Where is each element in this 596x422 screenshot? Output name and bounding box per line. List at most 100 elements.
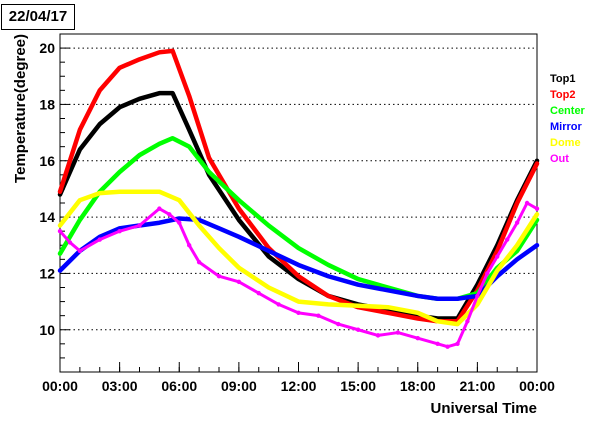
date-label: 22/04/17 (1, 4, 75, 30)
data-point (170, 49, 175, 53)
series-line-mirror (57, 216, 540, 302)
y-axis: 10 12 14 16 18 20 (39, 33, 70, 373)
data-point (475, 302, 480, 307)
series-line-top2 (57, 48, 540, 324)
data-point (58, 268, 62, 273)
x-axis-label: Universal Time (431, 400, 537, 417)
data-point (296, 246, 301, 250)
legend-entry-mirror: Mirror (550, 121, 583, 133)
x-tick-label: 18:00 (400, 378, 436, 394)
data-point (534, 206, 540, 211)
data-point (216, 274, 222, 279)
data-point (78, 147, 82, 152)
data-point (186, 243, 192, 248)
data-point (266, 285, 271, 290)
data-point (137, 189, 142, 194)
data-point (170, 136, 175, 141)
data-point (415, 316, 420, 321)
data-point (535, 161, 539, 166)
data-point (356, 277, 360, 281)
data-point (386, 288, 390, 293)
x-axis: 00:00 03:00 06:00 09:00 12:00 15:00 18:00 21:00… (42, 362, 555, 394)
data-point (58, 189, 62, 194)
data-point (316, 313, 321, 318)
data-point (326, 302, 331, 307)
data-point (355, 327, 361, 332)
data-point (296, 263, 301, 267)
data-point (78, 218, 82, 222)
data-point (326, 274, 331, 279)
data-point (117, 189, 122, 194)
series-line-top1 (57, 90, 540, 321)
data-point (167, 212, 172, 217)
data-point (157, 142, 162, 146)
legend-entry-dome: Dome (550, 137, 581, 149)
data-point (375, 333, 381, 338)
x-tick-label: 21:00 (459, 378, 495, 394)
data-point (415, 336, 420, 341)
y-axis-label: Temperature(degree) (12, 34, 29, 183)
data-point (157, 206, 162, 211)
x-tick-label: 03:00 (102, 378, 138, 394)
data-point (495, 254, 500, 259)
data-point (187, 144, 191, 149)
data-point (356, 304, 360, 308)
data-point (326, 263, 331, 267)
data-point (485, 271, 490, 276)
data-point (415, 294, 420, 298)
data-point (515, 257, 519, 262)
data-point (157, 189, 162, 194)
y-tick-label: 18 (39, 96, 55, 112)
data-point (58, 251, 62, 256)
data-point (57, 228, 63, 234)
data-point (535, 212, 539, 217)
y-tick-label: 20 (39, 40, 55, 56)
data-point (187, 94, 191, 98)
data-point (435, 319, 440, 324)
legend-entry-top1: Top1 (550, 73, 575, 85)
legend-entry-out: Out (550, 153, 569, 165)
data-point (386, 305, 390, 310)
data-point (276, 302, 281, 307)
data-point (137, 153, 142, 157)
data-point (256, 290, 261, 296)
data-point (395, 330, 401, 335)
legend: Top1 Top2 Center Mirror Dome Out (550, 73, 586, 165)
data-point (157, 91, 162, 95)
data-point (236, 279, 242, 285)
data-point (515, 201, 519, 205)
data-point (187, 127, 191, 132)
legend-entry-center: Center (550, 105, 586, 117)
data-point (415, 311, 420, 315)
gridlines (60, 47, 537, 331)
data-point (207, 156, 211, 160)
data-point (495, 268, 500, 273)
data-point (475, 293, 480, 299)
data-point (217, 246, 221, 250)
data-point (514, 220, 520, 225)
data-point (455, 296, 460, 301)
data-point (266, 223, 271, 228)
data-point (465, 319, 470, 324)
data-point (356, 282, 360, 287)
data-point (524, 200, 530, 206)
data-point (157, 50, 162, 55)
data-point (58, 223, 62, 228)
data-point (77, 248, 83, 254)
data-point (170, 91, 175, 95)
data-point (117, 66, 122, 70)
data-point (97, 191, 102, 195)
data-point (386, 311, 390, 315)
data-point (137, 57, 142, 62)
data-point (266, 249, 271, 253)
data-point (296, 299, 301, 304)
data-point (117, 228, 122, 234)
x-tick-label: 00:00 (42, 378, 78, 394)
data-point (207, 170, 211, 174)
data-point (515, 243, 519, 248)
data-point (137, 96, 142, 101)
data-point (435, 341, 440, 347)
data-point (177, 220, 182, 225)
data-point (67, 240, 73, 245)
